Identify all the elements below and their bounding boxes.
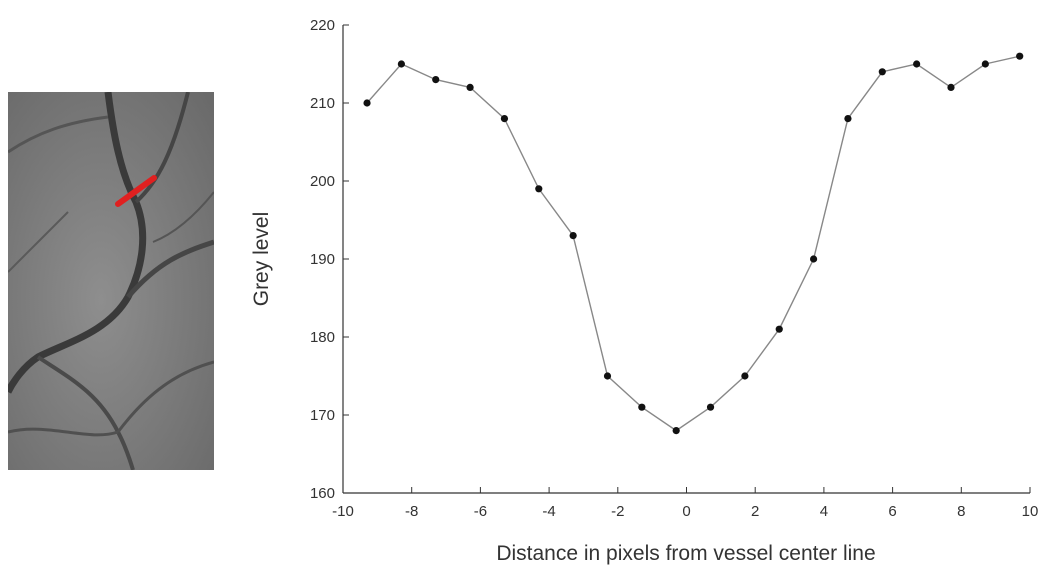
data-point <box>466 83 474 91</box>
series-line <box>366 55 1020 432</box>
data-point <box>500 115 509 123</box>
y-tick-label: 210 <box>310 95 335 112</box>
x-tick-label: -10 <box>332 503 354 520</box>
data-point <box>741 372 749 380</box>
x-tick-label: 10 <box>1022 503 1038 520</box>
x-ticks: -10 -8 -6 -4 -2 0 2 4 6 8 10 <box>332 487 1038 520</box>
x-tick-label: 2 <box>751 503 759 520</box>
series-markers <box>363 52 1024 435</box>
x-tick-label: 0 <box>682 503 690 520</box>
x-tick-label: 4 <box>820 503 828 520</box>
data-point <box>775 325 783 333</box>
retina-vessel-drawing <box>4 91 215 471</box>
series-polyline <box>366 55 1020 432</box>
x-tick-label: 6 <box>888 503 896 520</box>
data-point <box>706 403 715 411</box>
y-tick-label: 190 <box>310 251 335 268</box>
y-tick-label: 200 <box>310 173 335 190</box>
y-axis-label: Grey level <box>250 212 273 307</box>
data-point <box>603 372 612 380</box>
data-point <box>1016 52 1024 60</box>
data-point <box>878 68 886 76</box>
y-tick-label: 170 <box>310 407 335 424</box>
data-point <box>535 185 543 193</box>
x-tick-label: -8 <box>405 503 418 520</box>
data-point <box>638 403 646 411</box>
data-point <box>672 427 680 435</box>
x-tick-label: -4 <box>542 503 555 520</box>
x-tick-label: 8 <box>957 503 965 520</box>
y-tick-label: 160 <box>310 485 335 502</box>
y-tick-label: 220 <box>310 17 335 34</box>
y-tick-label: 180 <box>310 329 335 346</box>
data-point <box>981 60 989 68</box>
data-point <box>569 232 577 240</box>
data-point <box>809 255 818 263</box>
data-point <box>913 60 921 68</box>
data-point <box>432 76 440 84</box>
x-tick-label: -2 <box>611 503 624 520</box>
y-ticks: 160 170 180 190 200 210 220 <box>310 17 349 502</box>
profile-line-marker <box>115 175 157 207</box>
x-axis-label: Distance in pixels from vessel center li… <box>496 542 875 565</box>
retina-vessel-image <box>4 91 215 471</box>
data-point <box>947 83 955 91</box>
data-point <box>844 115 852 123</box>
x-tick-label: -6 <box>474 503 487 520</box>
data-point <box>397 60 405 68</box>
data-point <box>363 99 371 107</box>
